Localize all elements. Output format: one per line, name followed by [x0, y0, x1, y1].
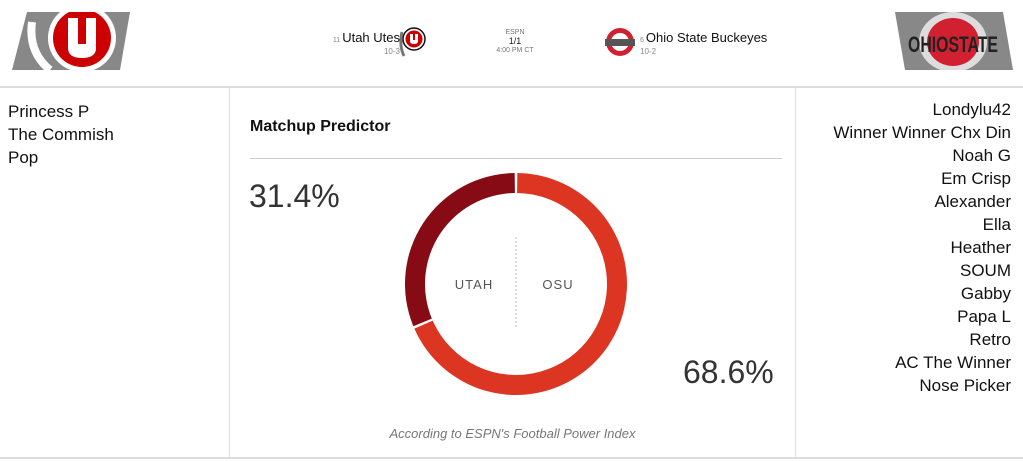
utah-logo-icon [12, 12, 130, 70]
game-header: OHIOSTATE 11 Utah Utes 10-3 ESPN 1/1 4:00… [0, 0, 1023, 88]
predictor-donut: UTAH OSU [405, 173, 627, 395]
away-record: 10-3 [383, 47, 400, 56]
home-team[interactable]: 6 Ohio State Buckeyes 10-2 [640, 30, 767, 56]
picker-name: AC The Winner [895, 353, 1011, 372]
home-name: Ohio State Buckeyes [645, 30, 768, 45]
game-date: 1/1 [508, 36, 522, 46]
picker-name: Gabby [960, 284, 1011, 303]
away-name: Utah Utes [342, 30, 400, 45]
fpi-footnote: According to ESPN's Football Power Index [389, 426, 636, 441]
picker-name: Heather [950, 238, 1011, 257]
picker-name: Ella [982, 215, 1011, 234]
predictor-title: Matchup Predictor [250, 118, 391, 135]
picker-name: Pop [8, 148, 39, 167]
utah-pickers-list: Princess P The Commish Pop [0, 88, 230, 459]
matchup-predictor: Matchup Predictor 31.4% 68.6% UTAH OSU A… [230, 88, 795, 459]
utah-win-pct: 31.4% [249, 178, 340, 214]
home-record: 10-2 [640, 47, 657, 56]
picker-name: Nose Picker [919, 376, 1011, 395]
picker-name: Retro [969, 330, 1011, 349]
ohio-state-big-logo-icon: OHIOSTATE [895, 12, 1013, 70]
utah-small-logo-icon [399, 27, 426, 57]
game-info: ESPN 1/1 4:00 PM CT [480, 28, 550, 55]
picker-name: Princess P [8, 102, 90, 121]
osu-win-pct: 68.6% [683, 354, 774, 390]
osu-pickers-list: Londylu42 Winner Winner Chx Din Noah G Em C… [795, 88, 1023, 459]
network: ESPN [505, 29, 525, 36]
divider [250, 158, 782, 159]
away-team[interactable]: 11 Utah Utes 10-3 [310, 30, 400, 56]
picker-name: Alexander [934, 192, 1011, 211]
ohio-state-small-logo-icon [605, 28, 635, 56]
picker-name: Em Crisp [941, 169, 1011, 188]
picker-name: Papa L [957, 307, 1011, 326]
utah-label: UTAH [455, 277, 493, 292]
svg-text:OHIOSTATE: OHIOSTATE [908, 32, 998, 57]
osu-label: OSU [542, 277, 573, 292]
picker-name: The Commish [8, 125, 114, 144]
away-rank: 11 [332, 37, 341, 44]
game-time: 4:00 PM CT [496, 47, 534, 54]
picker-name: Londylu42 [932, 100, 1011, 119]
picker-name: Noah G [952, 146, 1011, 165]
picker-name: Winner Winner Chx Din [833, 123, 1011, 142]
picker-name: SOUM [960, 261, 1011, 280]
home-rank: 6 [640, 37, 644, 44]
utah-slice[interactable] [405, 173, 515, 327]
